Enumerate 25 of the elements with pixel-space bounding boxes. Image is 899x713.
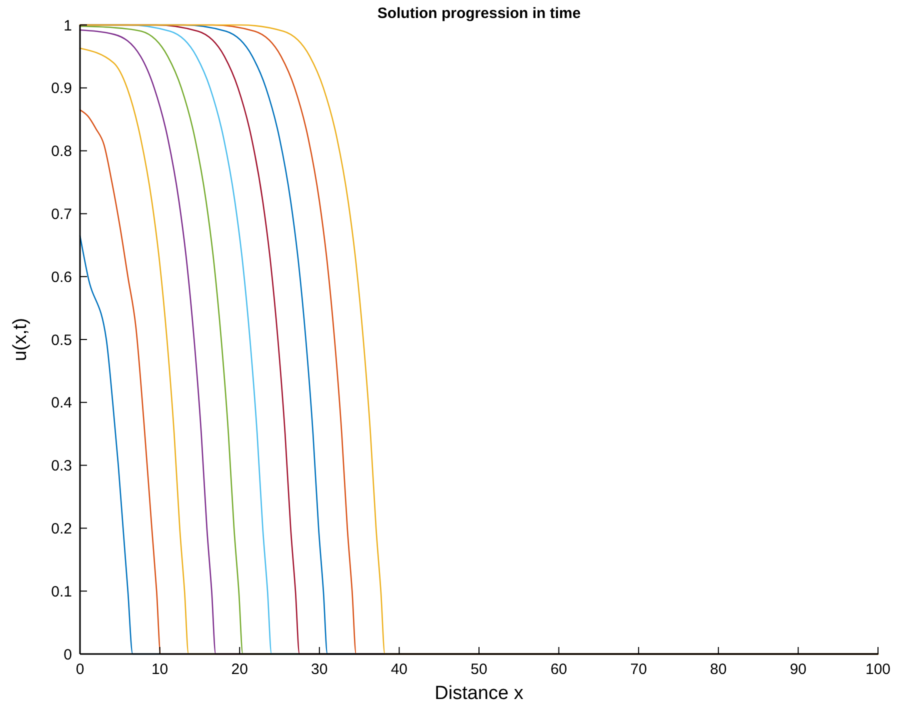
x-tick-label: 40 xyxy=(390,661,408,678)
y-axis-title: u(x,t) xyxy=(10,318,31,362)
y-tick-label: 1 xyxy=(64,17,72,34)
y-tick-label: 0.5 xyxy=(51,332,72,349)
x-tick-label: 90 xyxy=(790,661,807,678)
y-tick-label: 0.6 xyxy=(51,268,72,286)
x-axis-title: Distance x xyxy=(434,683,524,704)
y-tick-label: 0.8 xyxy=(51,143,72,160)
y-tick-label: 0 xyxy=(64,646,72,664)
x-tick-label: 0 xyxy=(76,661,84,678)
y-tick-label: 0.4 xyxy=(51,394,72,412)
x-tick-label: 30 xyxy=(311,661,328,678)
x-tick-label: 80 xyxy=(710,661,727,678)
x-tick-label: 50 xyxy=(470,661,488,678)
y-tick-label: 0.3 xyxy=(51,458,72,475)
x-tick-label: 20 xyxy=(231,661,248,678)
x-tick-label: 10 xyxy=(151,661,168,678)
y-tick-label: 0.9 xyxy=(51,80,72,98)
x-tick-label: 70 xyxy=(630,661,647,678)
y-tick-label: 0.2 xyxy=(51,520,72,538)
y-tick-label: 0.1 xyxy=(51,583,72,600)
x-tick-label: 60 xyxy=(550,661,568,678)
x-tick-label: 100 xyxy=(865,661,891,678)
chart-title: Solution progression in time xyxy=(377,5,581,22)
y-tick-label: 0.7 xyxy=(51,206,72,223)
